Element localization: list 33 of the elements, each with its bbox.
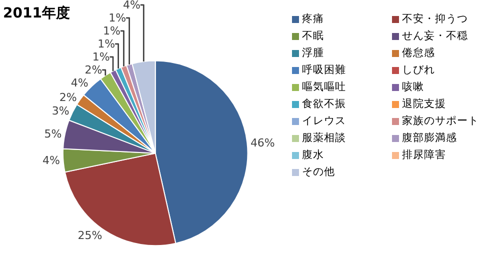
legend-label: 浮腫	[302, 46, 324, 60]
legend-label: 呼吸困難	[302, 63, 346, 77]
legend-label: 腹部膨満感	[402, 131, 457, 145]
data-label: 1%	[98, 37, 116, 50]
legend-label: 疼痛	[302, 12, 324, 26]
legend-label: 家族のサポート	[402, 114, 479, 128]
chart-title: 2011年度	[3, 4, 70, 22]
legend-label: 退院支援	[402, 97, 446, 111]
data-label: 5%	[44, 128, 62, 141]
data-label: 1%	[103, 24, 120, 38]
legend-label: 嘔気嘔吐	[302, 80, 346, 94]
data-label: 1%	[108, 11, 126, 24]
legend-label: 食欲不振	[302, 97, 346, 111]
legend-label: 腹水	[302, 148, 324, 162]
data-label: 4%	[122, 0, 140, 12]
legend-label: イレウス	[302, 114, 346, 128]
legend-label: せん妄・不穏	[402, 29, 468, 43]
legend-label: 排尿障害	[402, 148, 446, 162]
data-label: 4%	[70, 76, 88, 90]
legend-label: その他	[302, 165, 335, 179]
legend-label: 不安・抑うつ	[402, 12, 468, 26]
data-label: 25%	[78, 229, 102, 242]
legend-label: しびれ	[402, 63, 435, 77]
data-label: 2%	[84, 63, 102, 76]
legend-label: 咳嗽	[402, 80, 424, 94]
legend-label: 倦怠感	[402, 46, 435, 60]
data-label: 46%	[250, 136, 275, 150]
data-label: 4%	[42, 154, 60, 168]
legend-label: 不眠	[302, 29, 324, 43]
data-label: 2%	[59, 90, 77, 104]
data-label: 1%	[92, 50, 110, 64]
legend-label: 服薬相談	[302, 131, 346, 145]
data-label: 3%	[52, 104, 70, 118]
